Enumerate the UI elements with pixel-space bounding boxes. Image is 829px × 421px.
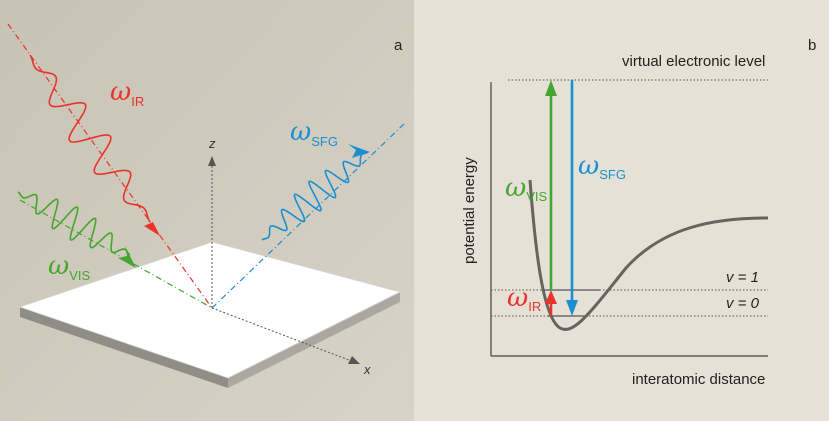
panel-a: a z x ωIR [0,0,414,421]
ir-arrowhead [144,212,160,236]
virtual-level-label: virtual electronic level [622,53,765,70]
vis-transition-label: ωVIS [505,173,547,204]
vis-b-subscript: VIS [526,189,547,204]
sfg-wave [261,151,369,241]
vis-arrowhead [118,246,136,268]
sfg-b-omega: ω [578,151,599,181]
sfg-beam-dashline [211,123,405,309]
ir-omega: ω [110,77,131,107]
vis-transition-arrowhead [545,80,557,96]
ir-b-omega: ω [507,283,528,313]
vis-subscript: VIS [69,268,90,283]
sfg-transition-arrowhead [566,300,578,316]
vis-label: ωVIS [48,251,90,283]
panel-a-label: a [394,37,403,54]
axes-group: z x [208,136,371,377]
panel-b: b potential energy interatomic distance … [414,0,829,421]
ir-beam: ωIR [7,23,213,309]
vis-beam-dashline [19,199,213,309]
potential-curve [528,179,769,331]
panel-b-label: b [808,37,816,54]
ir-label: ωIR [110,77,144,109]
vis-wave [17,191,131,256]
plate-side-left [20,307,228,388]
sfg-transition-label: ωSFG [578,151,626,182]
plate-top [18,241,402,379]
ir-transition-arrowhead [545,290,557,304]
x-axis [211,307,355,363]
ir-beam-dashline [7,23,213,309]
x-axis-label: x [363,362,371,377]
sfg-b-subscript: SFG [599,167,626,182]
panel-b-background [414,0,829,421]
y-axis-label: potential energy [461,157,478,264]
plate-side-right [228,292,400,388]
ir-b-subscript: IR [528,299,541,314]
ir-wave [29,54,151,223]
x-axis-arrowhead [348,356,360,364]
sfg-subscript: SFG [311,134,338,149]
z-axis-arrowhead [208,156,216,166]
z-axis-label: z [208,136,216,151]
sfg-omega: ω [290,117,311,147]
sfg-arrowhead [348,144,370,158]
vis-beam: ωVIS [17,191,213,309]
vis-b-omega: ω [505,173,526,203]
sfg-beam: ωSFG [211,117,405,309]
ir-transition-label: ωIR [507,283,541,314]
ir-subscript: IR [131,94,144,109]
vis-omega: ω [48,251,69,281]
surface-plate [18,241,402,388]
sfg-label: ωSFG [290,117,338,149]
v0-label: v = 0 [726,295,760,312]
x-axis-label-b: interatomic distance [632,371,765,388]
v1-label: v = 1 [726,269,759,286]
